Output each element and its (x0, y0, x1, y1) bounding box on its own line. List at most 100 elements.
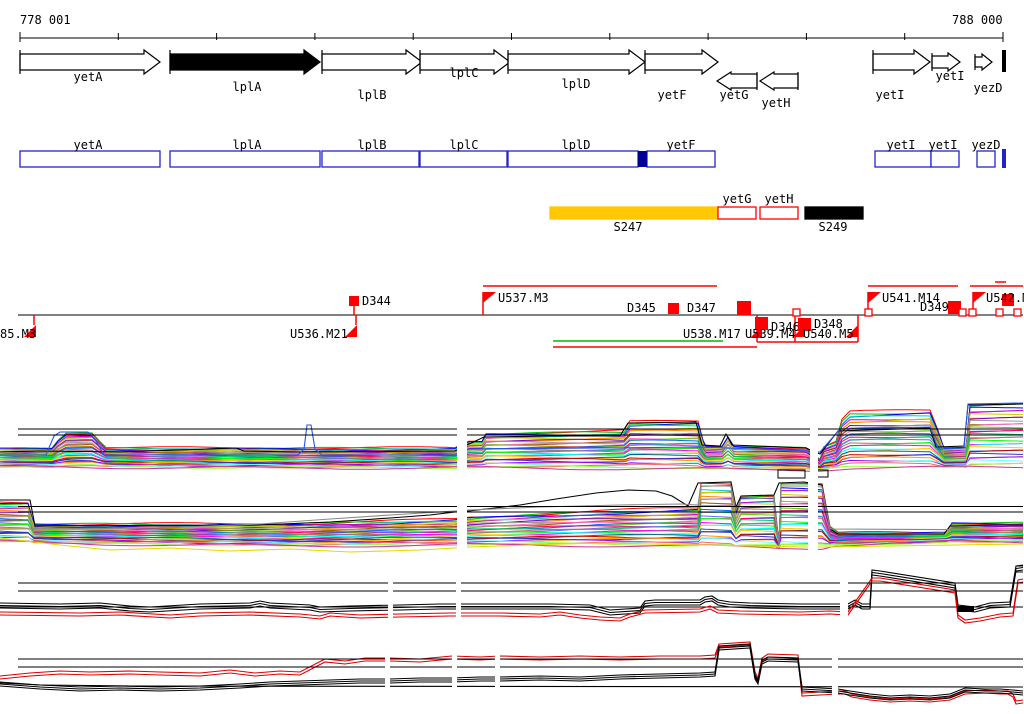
gene-arrow-yezD[interactable] (974, 52, 993, 72)
marker-open-square[interactable] (995, 308, 1004, 317)
gene-arrow-yetI[interactable] (872, 48, 931, 76)
expression-series (0, 436, 1024, 466)
marker-D348[interactable] (798, 318, 811, 331)
expression-series (0, 566, 1024, 614)
expression-series (0, 449, 1024, 468)
gene-arrow-yetG[interactable] (715, 70, 758, 92)
expression-series (0, 465, 1024, 472)
segment-yetG[interactable] (717, 206, 757, 220)
gene-arrow-label: yetI (876, 88, 905, 102)
marker-U538.M17[interactable] (750, 326, 762, 338)
marker-label: U539.M4 (745, 327, 796, 341)
gene-arrow-label: lplB (358, 88, 387, 102)
marker-open-square[interactable] (864, 308, 873, 317)
expression-band-1 (0, 398, 1024, 479)
expression-series (0, 537, 1024, 553)
gene-arrow-label: yetF (658, 88, 687, 102)
expression-series (0, 528, 1024, 549)
marker-flag-U542.M14[interactable] (973, 292, 986, 303)
region-end-label: 788 000 (952, 13, 1003, 27)
gene-arrow-label: lplA (233, 80, 263, 94)
marker-label: U538.M17 (683, 327, 741, 341)
gene-arrow-yetI[interactable] (931, 51, 961, 73)
gene-box-yetI[interactable] (874, 150, 932, 168)
marker-D349[interactable] (948, 301, 961, 314)
gene-box-track: yetA lplA lplB lplC lplD yetF yetI yetI yezD (19, 138, 1006, 168)
segment-label: yetH (765, 192, 794, 206)
segment-label: yetG (723, 192, 752, 206)
gene-box-yetA[interactable] (19, 150, 161, 168)
data-gap (385, 640, 390, 714)
marker-U540.M5[interactable] (846, 325, 858, 337)
marker-U536.M21[interactable] (345, 325, 357, 337)
expression-band-3 (0, 563, 1024, 638)
expression-series (0, 515, 1024, 548)
data-gap (452, 640, 457, 714)
expression-series (0, 403, 1024, 461)
expression-mark (777, 469, 806, 479)
marker-open-square[interactable] (792, 308, 801, 317)
marker-label: D347 (687, 301, 716, 315)
gene-box-filled (638, 151, 647, 167)
marker-flag-U541.M14[interactable] (868, 292, 881, 303)
marker-D347[interactable] (737, 301, 751, 315)
marker-open-square[interactable] (968, 308, 977, 317)
gene-box-yetF[interactable] (646, 150, 716, 168)
gene-arrow-lplC[interactable] (419, 48, 511, 76)
region-start-label: 778 001 (20, 13, 71, 27)
gene-box-yezD[interactable] (976, 150, 996, 168)
expression-series (0, 481, 1023, 535)
marker-U539.M4[interactable] (793, 325, 805, 337)
marker-flag-U537.M3[interactable] (483, 292, 496, 303)
gene-arrow-label: yetH (762, 96, 791, 110)
marker-open-square[interactable] (958, 308, 967, 317)
marker-open-square[interactable] (1013, 308, 1022, 317)
gene-arrow-yetH[interactable] (758, 70, 799, 92)
gene-arrow-yetA[interactable] (19, 48, 161, 76)
gene-box-lplC[interactable] (419, 150, 508, 168)
segment-label: S249 (819, 220, 848, 234)
expression-series (0, 540, 1024, 550)
gene-box-label: lplB (358, 138, 387, 152)
segment-track: S247 yetG yetH S249 (549, 192, 864, 234)
gene-box-lplD[interactable] (507, 150, 639, 168)
segment-S249[interactable] (804, 206, 864, 220)
marker-D345[interactable] (668, 303, 679, 314)
marker-label: U537.M3 (498, 291, 549, 305)
expression-series (0, 409, 1024, 462)
expression-series (0, 419, 1023, 465)
ruler-track (19, 32, 1004, 42)
segment-label: S247 (614, 220, 643, 234)
expression-series (0, 508, 1024, 547)
marker-label: U542.M14 (986, 291, 1024, 305)
data-gap (456, 563, 461, 638)
marker-square[interactable] (1002, 294, 1014, 306)
data-gap (457, 398, 467, 478)
segment-yetH[interactable] (759, 206, 799, 220)
marker-label: U536.M21 (290, 327, 348, 341)
gene-arrow-track: yetA lplA lplB lplC lplD yetF yetG yetH yetI yetI… (19, 48, 1006, 110)
data-gap (840, 563, 848, 638)
expression-series (0, 482, 1024, 546)
expression-series (0, 456, 1024, 469)
gene-box-label: lplD (562, 138, 591, 152)
expression-mark (957, 606, 974, 612)
segment-S247[interactable] (549, 206, 718, 220)
gene-arrow-lplA[interactable] (169, 48, 321, 76)
gene-arrow-label: lplC (450, 66, 479, 80)
marker-D346[interactable] (755, 317, 768, 330)
expression-series (0, 502, 1024, 547)
gene-arrow-lplB[interactable] (321, 48, 423, 76)
marker-D344[interactable] (349, 296, 359, 306)
marker-85.M3[interactable] (24, 325, 36, 337)
expression-series (0, 564, 1024, 611)
gene-arrow-yetF[interactable] (644, 48, 719, 76)
gene-box-yetI[interactable] (930, 150, 960, 168)
gene-arrow-lplD[interactable] (507, 48, 646, 76)
gene-box-label: lplC (450, 138, 479, 152)
gene-arrow-label: yetG (720, 88, 749, 102)
gene-box-lplB[interactable] (321, 150, 420, 168)
gene-box-lplA[interactable] (169, 150, 321, 168)
